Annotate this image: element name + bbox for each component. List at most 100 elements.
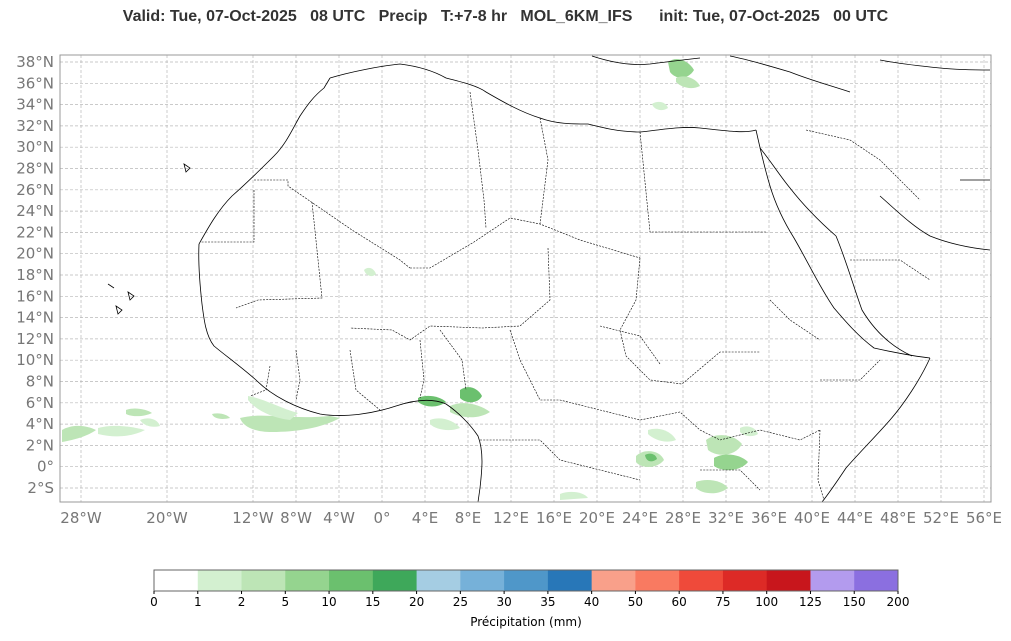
precip-gabon: [430, 418, 460, 431]
latitude-labels: 38°N 36°N 34°N 32°N 30°N 28°N 26°N 24°N 22°N 20°N…: [16, 53, 54, 497]
lon-label: 28°W: [60, 509, 102, 527]
lat-label: 34°N: [16, 96, 54, 114]
lat-label: 8°N: [26, 373, 54, 391]
lon-label: 44°E: [837, 509, 873, 527]
colorbar-title: Précipitation (mm): [470, 615, 582, 629]
lon-label: 8°W: [280, 509, 312, 527]
lon-label: 12°E: [493, 509, 529, 527]
lat-label: 20°N: [16, 245, 54, 263]
coastlines: [107, 55, 991, 502]
lat-label: 0°: [37, 458, 54, 476]
precip-uganda: [706, 435, 742, 455]
colorbar-tick-label: 200: [887, 595, 910, 609]
colorbar-tick-label: 0: [150, 595, 158, 609]
lat-label: 26°N: [16, 181, 54, 199]
colorbar: 0 1 2 5 10 15 20 25 30 35 40 50 60 75 100 125 150 200: [150, 569, 910, 609]
colorbar-segment: [285, 570, 330, 591]
lon-label: 56°E: [966, 509, 1002, 527]
lon-label: 4°W: [323, 509, 355, 527]
precip-atlantic-west2: [98, 425, 145, 437]
colorbar-tick-label: 40: [584, 595, 599, 609]
lat-label: 12°N: [16, 330, 54, 348]
map-border: [59, 54, 992, 503]
colorbar-segment: [241, 570, 286, 591]
map-title: Valid: Tue, 07-Oct-2025 08 UTC Precip T:…: [122, 8, 889, 25]
precip-atlantic-mid2: [140, 418, 160, 427]
colorbar-tick-label: 5: [281, 595, 289, 609]
precip-cameroon-outer: [450, 403, 490, 418]
colorbar-segment: [722, 570, 768, 591]
map-frame: [60, 55, 991, 502]
precip-med-crete2: [676, 76, 700, 89]
colorbar-segment: [197, 570, 243, 591]
precip-cameroon: [460, 387, 482, 403]
precip-east-africa: [740, 426, 758, 437]
lat-label: 16°N: [16, 287, 54, 305]
colorbar-segment: [591, 570, 636, 591]
lat-label: 14°N: [16, 309, 54, 327]
colorbar-segment: [504, 570, 549, 591]
colorbar-tick-label: 1: [194, 595, 202, 609]
colorbar-segment: [547, 570, 593, 591]
lat-label: 2°N: [26, 436, 54, 454]
lon-label: 40°E: [794, 509, 830, 527]
graticule: [60, 55, 991, 502]
colorbar-tick-label: 75: [715, 595, 730, 609]
lat-label: 18°N: [16, 266, 54, 284]
country-borders: [200, 91, 931, 501]
colorbar-tick-label: 100: [755, 595, 778, 609]
colorbar-segment: [460, 570, 505, 591]
precip-ghana-coast: [248, 396, 298, 420]
colorbar-tick-label: 25: [453, 595, 468, 609]
longitude-labels: 28°W 20°W 12°W 8°W 4°W 0° 4°E 8°E 12°E 16°E 20°E 24…: [60, 509, 1002, 527]
colorbar-segment: [810, 570, 855, 591]
colorbar-segment: [329, 570, 374, 591]
colorbar-tick-label: 15: [365, 595, 380, 609]
precip-gulf-guinea-band: [240, 415, 340, 432]
lon-label: 36°E: [751, 509, 787, 527]
lon-label: 24°E: [622, 509, 658, 527]
lon-label: 8°E: [455, 509, 482, 527]
lat-label: 2°S: [27, 479, 54, 497]
precip-atlantic-west: [62, 425, 96, 442]
lat-label: 36°N: [16, 74, 54, 92]
precip-lake-victoria: [714, 454, 748, 471]
precip-sahel-spot: [364, 267, 376, 277]
lon-label: 32°E: [708, 509, 744, 527]
precip-med-libya: [652, 101, 668, 111]
colorbar-border: [153, 569, 899, 592]
lat-label: 24°N: [16, 202, 54, 220]
lat-label: 38°N: [16, 53, 54, 71]
lon-label: 52°E: [923, 509, 959, 527]
precip-congo-n: [648, 428, 676, 442]
colorbar-segment: [416, 570, 461, 591]
lon-label: 16°E: [536, 509, 572, 527]
colorbar-tick-label: 50: [628, 595, 643, 609]
precip-tanzania: [696, 480, 728, 494]
lon-label: 4°E: [412, 509, 439, 527]
colorbar-tick-label: 35: [540, 595, 555, 609]
lon-label: 20°E: [579, 509, 615, 527]
lon-label: 48°E: [880, 509, 916, 527]
colorbar-segment: [635, 570, 680, 591]
precip-nigeria-coast: [418, 395, 446, 407]
lat-label: 22°N: [16, 223, 54, 241]
precip-areas: [62, 59, 758, 500]
lon-label: 0°: [373, 509, 390, 527]
colorbar-segment: [154, 570, 199, 591]
colorbar-segment: [854, 570, 899, 591]
lon-label: 28°E: [665, 509, 701, 527]
colorbar-tick-label: 20: [409, 595, 424, 609]
lat-label: 6°N: [26, 394, 54, 412]
lat-label: 28°N: [16, 160, 54, 178]
lat-label: 30°N: [16, 138, 54, 156]
precip-atlantic-s: [212, 413, 230, 419]
lon-label: 20°W: [146, 509, 188, 527]
colorbar-tick-label: 30: [496, 595, 511, 609]
colorbar-tick-label: 125: [799, 595, 822, 609]
colorbar-segment: [372, 570, 418, 591]
lat-label: 4°N: [26, 415, 54, 433]
colorbar-tick-label: 10: [321, 595, 336, 609]
precip-congo-core: [645, 453, 657, 462]
